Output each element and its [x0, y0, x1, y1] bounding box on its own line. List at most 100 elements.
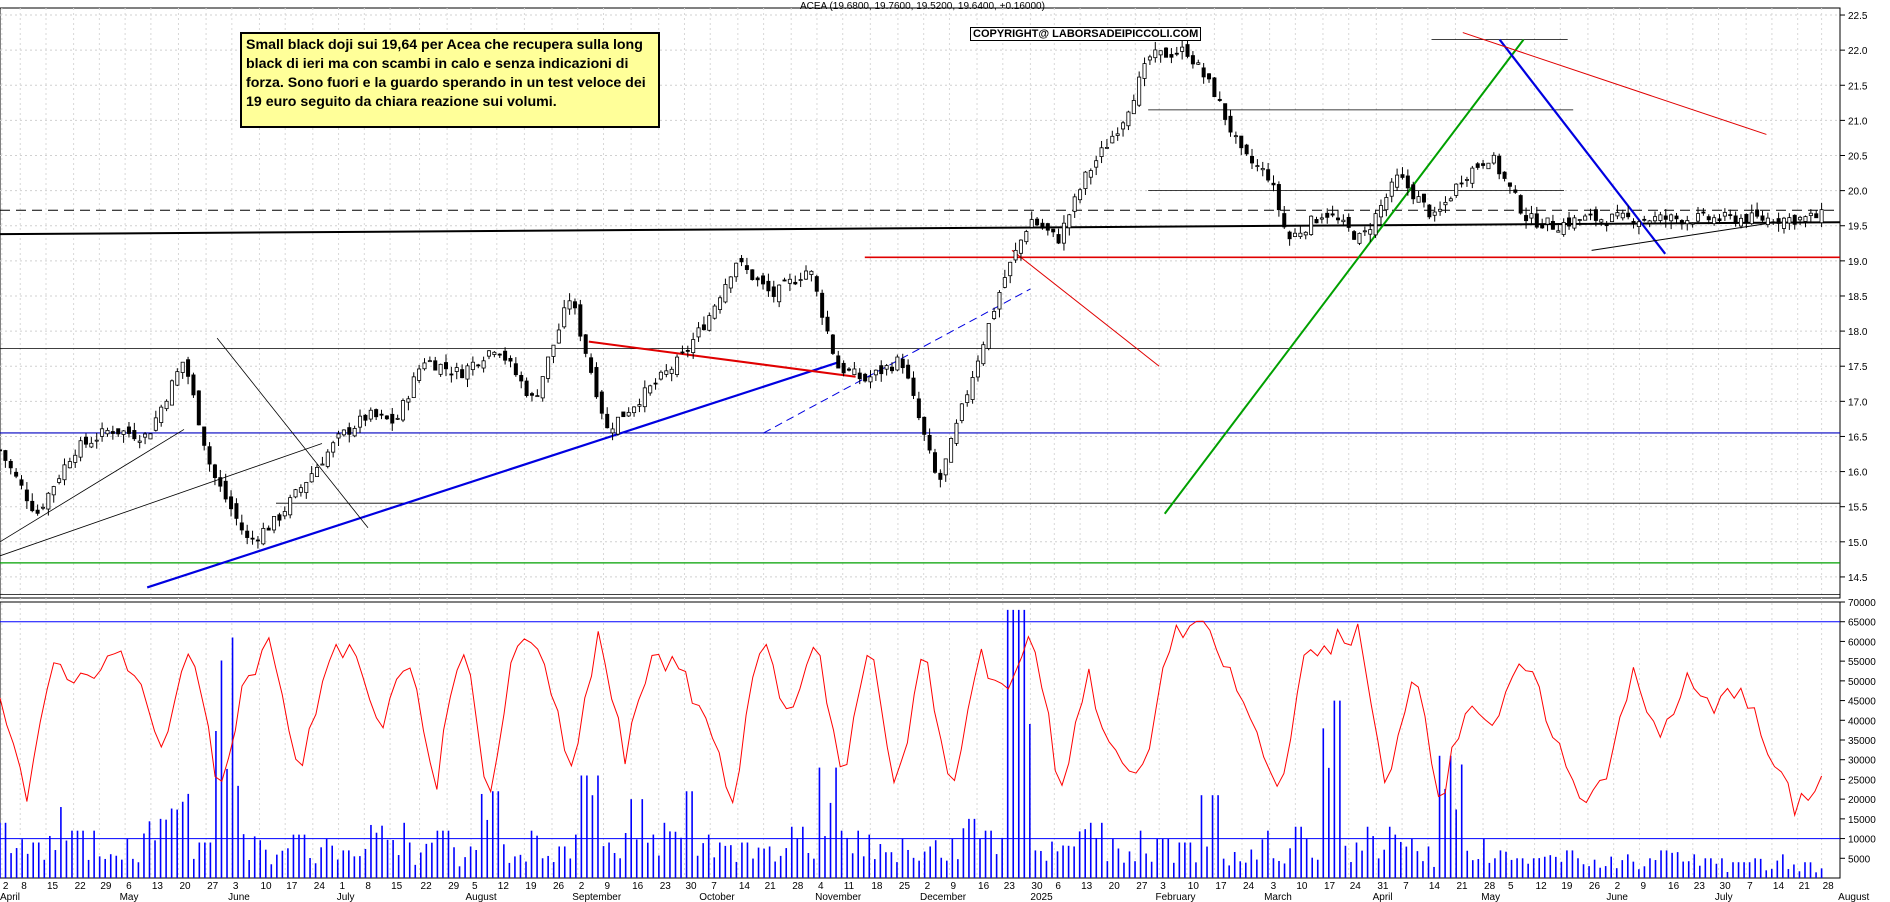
- x-tick-label: 24: [1243, 881, 1255, 892]
- x-tick-label: 20: [1109, 881, 1121, 892]
- candle-body: [449, 373, 454, 376]
- candle-body: [481, 360, 486, 369]
- x-tick-label: 18: [871, 881, 883, 892]
- candle-body: [1647, 220, 1652, 224]
- candle-body: [1421, 193, 1426, 203]
- volume-panel-frame: [0, 601, 1841, 879]
- candle-body: [110, 431, 115, 434]
- candle-body: [632, 406, 637, 414]
- candle-body: [1491, 154, 1496, 164]
- candle-body: [895, 356, 900, 371]
- candle-body: [766, 280, 771, 292]
- candle-body: [1223, 103, 1228, 120]
- candle-body: [1438, 208, 1443, 212]
- candle-body: [508, 357, 513, 362]
- trendline: [216, 337, 369, 529]
- x-tick-label: 4: [818, 881, 824, 892]
- x-tick-label: 27: [1136, 881, 1148, 892]
- candle-body: [1550, 221, 1555, 230]
- candle-body: [943, 458, 948, 476]
- price-tick-label: 19.5: [1848, 222, 1868, 233]
- candle-body: [1669, 214, 1674, 222]
- candle-body: [852, 368, 857, 376]
- x-tick-label: 3: [1271, 881, 1277, 892]
- price-tick-label: 22.0: [1848, 46, 1868, 57]
- candle-body: [804, 270, 809, 280]
- x-tick-label: 28: [792, 881, 804, 892]
- candle-body: [1400, 174, 1405, 178]
- candle-body: [202, 426, 207, 446]
- candle-body: [755, 277, 760, 281]
- candle-body: [288, 497, 293, 516]
- candle-body: [696, 327, 701, 338]
- candle-body: [1378, 205, 1383, 218]
- volume-tick-label: 55000: [1848, 657, 1876, 668]
- candle-body: [1056, 234, 1061, 244]
- candle-body: [889, 366, 894, 372]
- candle-body: [1432, 211, 1437, 216]
- candle-body: [1131, 100, 1136, 115]
- candle-body: [315, 466, 320, 477]
- x-tick-label: 3: [233, 881, 239, 892]
- candle-body: [460, 369, 465, 379]
- candle-body: [1524, 215, 1529, 222]
- volume-bars: [0, 609, 1840, 878]
- candle-body: [1346, 217, 1351, 228]
- candle-body: [798, 279, 803, 281]
- x-tick-label: 26: [1589, 881, 1601, 892]
- candle-body: [970, 377, 975, 400]
- trendline: [588, 340, 856, 378]
- candle-body: [1088, 170, 1093, 178]
- price-tick-label: 20.0: [1848, 187, 1868, 198]
- candle-body: [1051, 228, 1056, 233]
- candle-body: [1266, 169, 1271, 181]
- x-tick-label: 17: [1215, 881, 1227, 892]
- candle-body: [1104, 146, 1109, 149]
- candle-body: [734, 262, 739, 278]
- candle-body: [1443, 201, 1448, 206]
- candle-body: [562, 307, 567, 328]
- candle-body: [1309, 215, 1314, 235]
- x-month-label: April: [0, 892, 20, 902]
- candle-body: [14, 471, 19, 477]
- candle-body: [1180, 46, 1185, 52]
- candle-body: [1228, 115, 1233, 133]
- candle-body: [486, 350, 491, 357]
- candle-body: [1217, 98, 1222, 101]
- trendline: [146, 361, 838, 589]
- candle-body: [1808, 212, 1813, 216]
- candle-body: [675, 356, 680, 375]
- candle-body: [282, 511, 287, 517]
- candle-body: [363, 414, 368, 421]
- candle-body: [1078, 189, 1083, 201]
- price-tick-label: 17.5: [1848, 362, 1868, 373]
- candle-body: [1185, 44, 1190, 57]
- trendline: [1498, 38, 1667, 255]
- candle-body: [1233, 135, 1238, 138]
- x-month-label: May: [1481, 892, 1500, 902]
- candle-body: [1330, 213, 1335, 216]
- candle-body: [916, 398, 921, 419]
- candle-body: [8, 460, 13, 469]
- volume-tick-label: 50000: [1848, 677, 1876, 688]
- candle-body: [1094, 160, 1099, 168]
- x-tick-label: 10: [1296, 881, 1308, 892]
- candle-body: [406, 398, 411, 403]
- x-tick-label: 20: [179, 881, 191, 892]
- candle-body: [1540, 223, 1545, 229]
- x-tick-label: 21: [1799, 881, 1811, 892]
- candle-body: [137, 440, 142, 443]
- grid: [0, 7, 1841, 879]
- candle-body: [78, 440, 83, 458]
- candle-body: [981, 344, 986, 365]
- candle-body: [1556, 230, 1561, 233]
- x-month-label: February: [1156, 892, 1196, 902]
- volume-tick-label: 30000: [1848, 756, 1876, 767]
- candle-body: [207, 446, 212, 465]
- candle-body: [873, 369, 878, 376]
- candle-body: [325, 451, 330, 467]
- candle-body: [336, 433, 341, 439]
- x-month-label: July: [1715, 892, 1733, 902]
- candle-body: [723, 284, 728, 303]
- candle-body: [293, 489, 298, 498]
